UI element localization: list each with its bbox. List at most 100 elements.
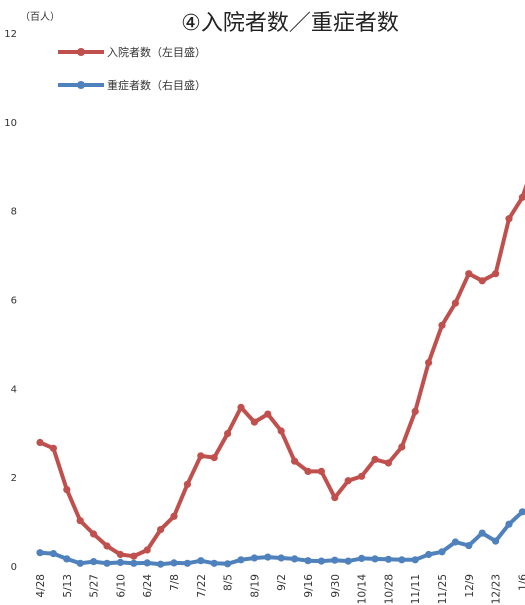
data-point-inpatients: [492, 270, 500, 278]
y-tick-label: 2: [11, 473, 17, 484]
series-layer: [36, 183, 525, 568]
data-point-inpatients: [438, 321, 446, 329]
x-axis-ticks: 4/28 5/13 5/27 6/10 6/24 7/8 7/22 8/5 8/19 9/2 9/1…: [35, 574, 525, 605]
data-point-severe: [49, 550, 58, 558]
data-point-severe: [143, 559, 151, 567]
legend-swatch-marker-inpatients: [77, 48, 85, 56]
x-tick-label: 8/5: [223, 574, 235, 591]
data-point-inpatients: [411, 407, 419, 415]
data-point-severe: [478, 529, 486, 537]
y-tick-label: 4: [11, 384, 17, 395]
data-point-severe: [36, 549, 44, 557]
data-point-inpatients: [371, 455, 379, 463]
data-point-inpatients: [76, 517, 84, 525]
x-tick-label: 10/14: [357, 574, 369, 605]
x-tick-label: 7/22: [196, 574, 208, 598]
y-tick-label: 6: [11, 296, 17, 307]
data-point-severe: [291, 555, 299, 563]
x-tick-label: 4/28: [35, 574, 47, 598]
data-point-severe: [90, 558, 98, 566]
data-point-severe: [224, 560, 232, 568]
data-point-inpatients: [183, 480, 191, 488]
data-point-inpatients: [425, 359, 433, 367]
data-point-inpatients: [250, 418, 258, 426]
data-point-inpatients: [264, 410, 272, 418]
data-point-severe: [411, 556, 419, 564]
legend-swatch-marker-severe: [77, 81, 85, 89]
data-point-inpatients: [116, 550, 124, 559]
data-point-inpatients: [237, 403, 245, 411]
chart-title: ④入院者数／重症者数: [181, 11, 399, 36]
y-tick-label: 0: [11, 562, 17, 573]
data-point-severe: [157, 560, 165, 568]
data-point-severe: [197, 557, 205, 565]
data-point-inpatients: [63, 486, 71, 494]
data-point-severe: [130, 559, 138, 567]
data-point-inpatients: [197, 452, 205, 460]
data-point-severe: [465, 542, 473, 550]
x-tick-label: 12/9: [464, 574, 476, 598]
data-point-severe: [371, 555, 379, 563]
x-tick-label: 9/30: [330, 574, 342, 598]
data-point-inpatients: [36, 438, 44, 447]
data-point-inpatients: [103, 542, 111, 550]
x-tick-label: 7/8: [169, 574, 181, 591]
data-point-inpatients: [304, 467, 312, 475]
data-point-inpatients: [143, 546, 151, 554]
data-point-severe: [425, 550, 433, 559]
series-line-inpatients: [38, 183, 525, 559]
data-point-inpatients: [224, 430, 232, 438]
data-point-severe: [358, 554, 366, 563]
series-severe: [36, 508, 525, 568]
data-point-severe: [76, 559, 84, 567]
x-tick-label: 6/10: [115, 574, 127, 598]
data-point-severe: [438, 548, 446, 556]
data-point-severe: [210, 559, 218, 567]
data-point-severe: [304, 557, 312, 565]
data-point-severe: [518, 508, 525, 516]
data-point-severe: [451, 538, 459, 546]
y-axis-ticks: 0 2 4 6 8 10 12: [4, 29, 17, 573]
data-point-inpatients: [451, 299, 459, 307]
legend-item-severe: 重症者数（右目盛）: [58, 78, 206, 92]
legend-item-inpatients: 入院者数（左目盛）: [58, 45, 206, 59]
data-point-severe: [237, 556, 245, 564]
legend-label-severe: 重症者数（右目盛）: [107, 78, 206, 92]
data-point-inpatients: [130, 552, 138, 560]
x-tick-label: 9/2: [276, 574, 288, 591]
x-tick-label: 5/13: [62, 574, 74, 598]
data-point-severe: [492, 537, 500, 545]
data-point-inpatients: [157, 526, 165, 534]
data-point-inpatients: [90, 530, 98, 538]
data-point-inpatients: [277, 427, 285, 435]
x-tick-label: 11/25: [437, 574, 449, 604]
series-inpatients: [36, 183, 525, 560]
x-tick-label: 12/23: [491, 574, 503, 604]
data-point-inpatients: [331, 494, 339, 502]
x-tick-label: 10/28: [383, 574, 395, 604]
y-tick-label: 8: [11, 207, 17, 218]
data-point-severe: [183, 559, 191, 567]
x-tick-label: 5/27: [89, 574, 101, 598]
data-point-inpatients: [170, 512, 178, 520]
data-point-inpatients: [358, 472, 366, 480]
data-point-inpatients: [505, 215, 513, 223]
data-point-severe: [63, 555, 71, 563]
data-point-severe: [264, 553, 272, 561]
data-point-inpatients: [344, 477, 352, 485]
legend: 入院者数（左目盛） 重症者数（右目盛）: [58, 45, 206, 92]
x-tick-label: 1/6: [517, 574, 525, 591]
y-tick-label: 12: [4, 29, 17, 40]
x-tick-label: 11/11: [410, 574, 422, 604]
data-point-severe: [103, 559, 111, 567]
data-point-severe: [384, 555, 392, 563]
data-point-severe: [398, 556, 406, 564]
data-point-inpatients: [398, 443, 406, 451]
y-tick-label: 10: [4, 118, 17, 129]
data-point-inpatients: [384, 459, 392, 467]
data-point-severe: [116, 558, 124, 567]
data-point-inpatients: [291, 457, 299, 465]
legend-label-inpatients: 入院者数（左目盛）: [107, 45, 206, 59]
data-point-inpatients: [49, 444, 58, 452]
y-axis-unit-label: （百人）: [20, 11, 60, 23]
